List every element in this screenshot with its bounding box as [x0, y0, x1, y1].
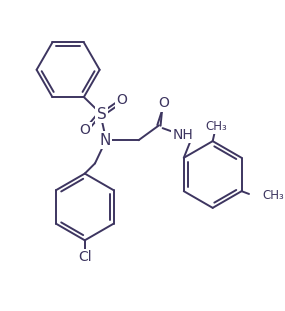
Text: CH₃: CH₃ — [262, 189, 284, 202]
Text: NH: NH — [173, 128, 194, 142]
Text: Cl: Cl — [78, 250, 91, 264]
Text: CH₃: CH₃ — [205, 120, 227, 133]
Text: S: S — [97, 107, 106, 122]
Text: O: O — [158, 96, 169, 110]
Text: O: O — [79, 123, 90, 137]
Text: O: O — [117, 93, 127, 107]
Text: N: N — [99, 133, 111, 148]
